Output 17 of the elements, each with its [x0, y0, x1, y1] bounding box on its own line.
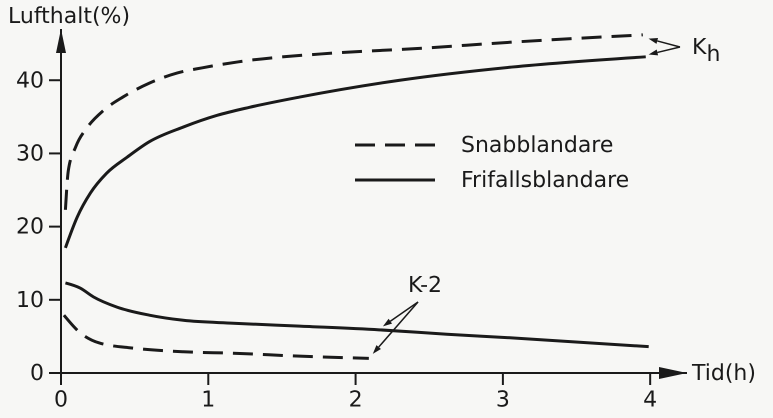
y-tick-label: 10 [16, 288, 44, 313]
line-series [64, 33, 644, 212]
annotation: K-2 [408, 273, 442, 298]
legend-label: Snabblandare [461, 132, 614, 158]
x-axis-title: Tid(h) [691, 360, 756, 386]
y-axis-title: Lufthalt(%) [8, 4, 130, 29]
y-tick-label: 40 [16, 68, 44, 94]
y-tick-label: 0 [30, 361, 44, 386]
x-tick-label: 1 [201, 388, 216, 413]
line-series [64, 55, 648, 250]
legend-label: Frifallsblandare [461, 168, 630, 192]
x-tick-label: 4 [643, 388, 658, 413]
y-tick-label: 30 [16, 141, 44, 166]
x-tick-label: 2 [348, 388, 363, 413]
y-tick-label: 20 [16, 214, 44, 240]
x-tick-label: 3 [496, 388, 510, 413]
x-tick-label: 0 [54, 388, 68, 413]
